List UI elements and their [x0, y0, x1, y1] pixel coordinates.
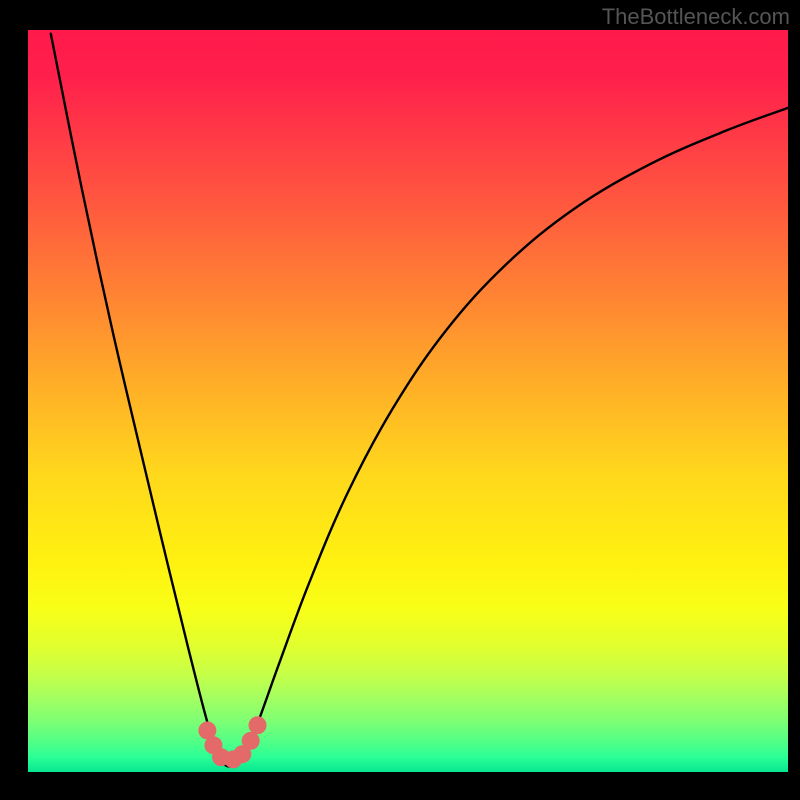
chart-frame: TheBottleneck.com	[0, 0, 800, 800]
plot-background-gradient	[28, 30, 788, 772]
notch-marker	[249, 716, 267, 734]
bottleneck-chart	[0, 0, 800, 800]
notch-marker	[242, 732, 260, 750]
watermark-text: TheBottleneck.com	[602, 4, 790, 30]
